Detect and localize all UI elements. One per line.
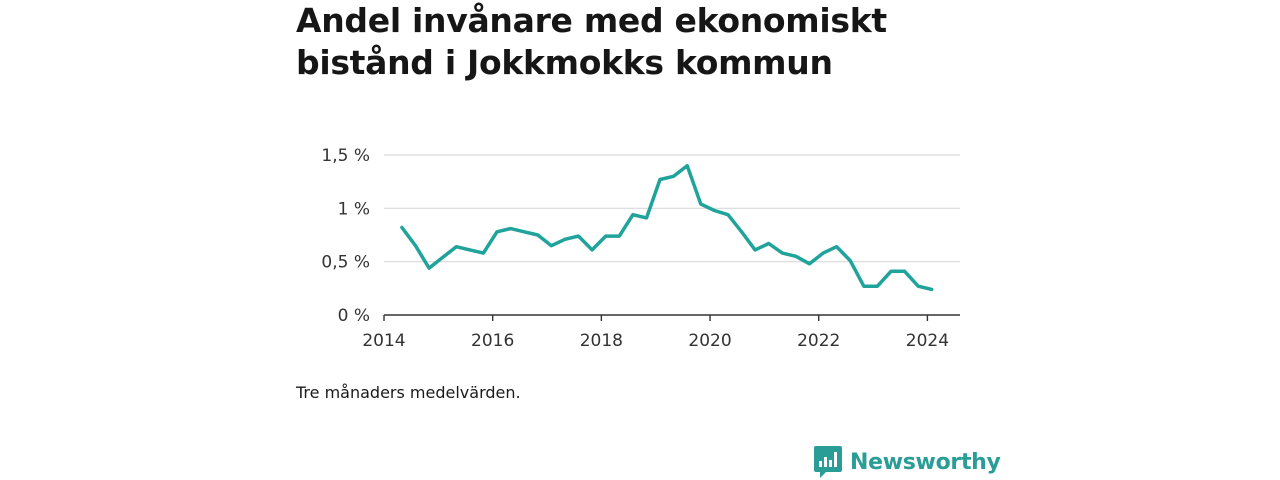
- x-tick-label: 2020: [688, 331, 731, 351]
- bar-chart-speech-bubble-icon: [814, 446, 842, 478]
- x-tick-label: 2018: [580, 331, 623, 351]
- y-tick-label: 1,5 %: [321, 146, 370, 166]
- y-axis-ticks: 0 % 0,5 % 1 % 1,5 %: [321, 146, 370, 326]
- y-tick-label: 0 %: [338, 306, 370, 326]
- x-tick-label: 2016: [471, 331, 514, 351]
- grid-lines: [384, 154, 960, 263]
- series-lines: [400, 163, 934, 292]
- footnote: Tre månaders medelvärden.: [296, 383, 521, 402]
- x-axis: 2014 2016 2018 2020 2022 2024: [362, 314, 960, 351]
- y-tick-label: 0,5 %: [321, 253, 370, 273]
- x-tick-label: 2022: [797, 331, 840, 351]
- x-tick-label: 2024: [906, 331, 949, 351]
- y-tick-label: 1 %: [338, 199, 370, 219]
- brand-name: Newsworthy: [850, 449, 1001, 475]
- x-tick-label: 2014: [362, 331, 405, 351]
- brand-logo[interactable]: Newsworthy: [814, 446, 1001, 478]
- series-line: [400, 163, 934, 292]
- chart-title: Andel invånare med ekonomiskt bistånd i …: [296, 1, 887, 82]
